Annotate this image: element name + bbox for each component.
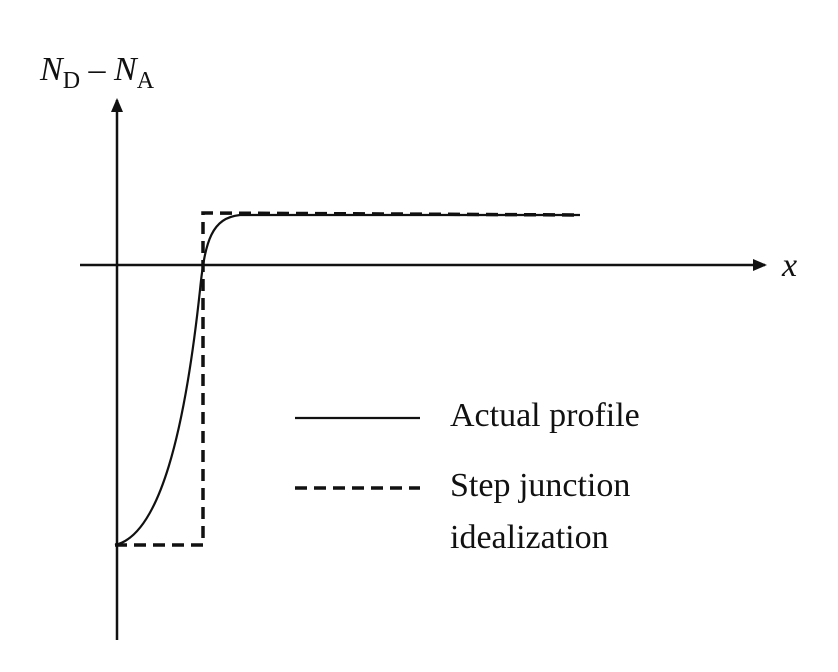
y-label-sub: A [137,68,155,94]
y-axis-label: ND – NA [39,51,155,94]
actual-profile [114,213,580,547]
y-label-part: N [39,51,65,88]
legend-label: Actual profile [450,397,640,434]
y-label-op: – [80,51,114,88]
legend-label: idealization [450,519,609,556]
legend-label: Step junction [450,467,630,504]
x-axis-label: x [781,247,797,284]
y-label-part: N [113,51,139,88]
y-label-sub: D [63,68,80,94]
